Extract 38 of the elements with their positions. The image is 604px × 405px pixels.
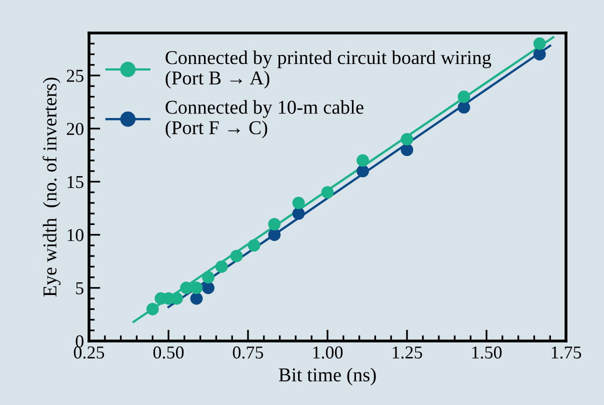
point xyxy=(458,90,470,103)
y-tick-label: 5 xyxy=(76,282,84,294)
x-tick-label: 1.00 xyxy=(313,346,343,359)
point xyxy=(321,186,334,199)
y-tick-label: 25 xyxy=(66,70,84,82)
point xyxy=(356,164,370,178)
point xyxy=(202,271,214,284)
point xyxy=(458,101,470,114)
point xyxy=(356,154,370,167)
y-tick-label: 20 xyxy=(66,122,84,136)
y-tick-label: 15 xyxy=(68,176,84,188)
y-axis-title: Eye width (no. of inverters) xyxy=(42,78,61,297)
x-tick-label: 1.75 xyxy=(552,346,582,359)
point xyxy=(292,207,305,220)
x-axis-title: Bit time (ns) xyxy=(278,368,376,386)
point xyxy=(533,37,546,50)
point xyxy=(292,196,305,210)
point xyxy=(190,292,203,305)
point xyxy=(230,250,243,262)
x-tick-label: 0.50 xyxy=(153,346,184,359)
point xyxy=(215,260,228,273)
x-tick-label: 1.50 xyxy=(472,346,502,359)
point xyxy=(533,48,546,60)
point xyxy=(248,239,260,252)
legend-label: Connected by 10-m cable (Port F → C) xyxy=(166,100,364,138)
point xyxy=(268,228,281,242)
y-tick-label: 10 xyxy=(68,229,84,242)
point xyxy=(190,282,203,294)
point xyxy=(400,132,414,146)
x-tick-label: 0.25 xyxy=(74,346,104,359)
point xyxy=(146,302,159,316)
point xyxy=(202,282,214,294)
y-tick-label: 0 xyxy=(76,335,84,348)
x-tick-label: 1.25 xyxy=(392,346,422,359)
x-tick-label: 0.75 xyxy=(232,346,264,359)
point xyxy=(400,144,414,156)
point xyxy=(268,218,281,230)
legend-label: Connected by printed circuit board wiring (Port B → A) xyxy=(166,50,492,89)
